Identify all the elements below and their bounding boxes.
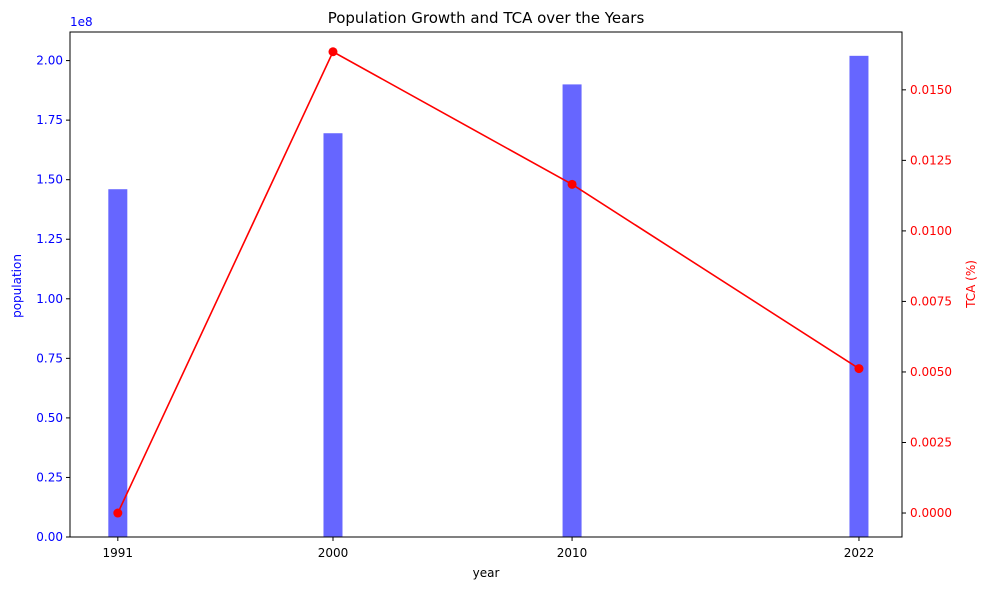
left-y-tick-label: 0.50	[36, 411, 63, 425]
x-tick-label: 1991	[103, 546, 134, 560]
tca-point	[113, 508, 123, 518]
population-bar	[562, 84, 582, 537]
left-y-tick-label: 0.25	[36, 470, 63, 484]
left-y-tick-label: 1.75	[36, 113, 63, 127]
tca-point	[567, 179, 577, 189]
x-axis-label: year	[473, 566, 500, 580]
chart-title: Population Growth and TCA over the Years	[328, 9, 645, 27]
x-tick-label: 2010	[557, 546, 588, 560]
left-y-tick-label: 1.25	[36, 232, 63, 246]
tca-line	[117, 50, 860, 514]
right-y-tick-label: 0.0000	[910, 506, 952, 520]
right-y-tick-label: 0.0100	[910, 224, 952, 238]
left-y-tick-label: 0.75	[36, 351, 63, 365]
right-y-tick-label: 0.0125	[910, 153, 952, 167]
x-tick-label: 2022	[844, 546, 875, 560]
population-bar	[108, 189, 128, 537]
population-bar	[849, 55, 869, 538]
x-tick-label: 2000	[318, 546, 349, 560]
right-y-tick-label: 0.0025	[910, 435, 952, 449]
left-y-tick-label: 0.00	[36, 530, 63, 544]
right-y-tick-label: 0.0050	[910, 365, 952, 379]
bars-layer	[108, 55, 869, 538]
line-layer	[113, 47, 864, 518]
left-axis-offset-label: 1e8	[70, 15, 93, 29]
right-y-tick-label: 0.0075	[910, 294, 952, 308]
plot-frame	[69, 31, 903, 538]
left-axis-label: population	[10, 254, 24, 318]
tca-point	[854, 364, 864, 374]
left-y-tick-label: 1.00	[36, 292, 63, 306]
tca-point	[328, 47, 338, 57]
population-bar	[323, 133, 343, 537]
right-y-tick-label: 0.0150	[910, 83, 952, 97]
left-y-tick-label: 1.50	[36, 173, 63, 187]
right-axis-label: TCA (%)	[964, 260, 978, 309]
left-y-tick-label: 2.00	[36, 54, 63, 68]
axes-layer: 1991 2000 2010 2022 0.00 0.25 0.50 0.75 1.00 1.25…	[36, 31, 952, 560]
